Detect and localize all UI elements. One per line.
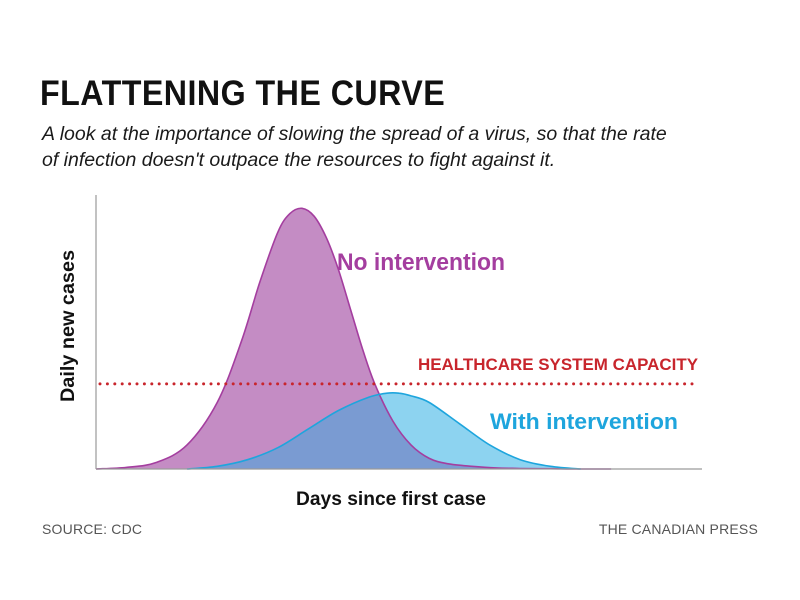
- x-axis-label: Days since first case: [296, 489, 486, 510]
- source-note: SOURCE: CDC: [42, 521, 143, 537]
- y-axis-label: Daily new cases: [58, 250, 79, 402]
- series-area-no-intervention: [96, 208, 612, 470]
- series-label-with-intervention: With intervention: [490, 409, 678, 434]
- chart-subtitle: A look at the importance of slowing the …: [42, 123, 667, 171]
- series-label-no-intervention: No intervention: [337, 249, 505, 276]
- series-line-no-intervention: [95, 207, 612, 470]
- chart-title: FLATTENING THE CURVE: [40, 74, 446, 113]
- series-line-with-intervention: [186, 391, 581, 470]
- credit-note: THE CANADIAN PRESS: [598, 521, 758, 537]
- capacity-label: HEALTHCARE SYSTEM CAPACITY: [418, 355, 699, 374]
